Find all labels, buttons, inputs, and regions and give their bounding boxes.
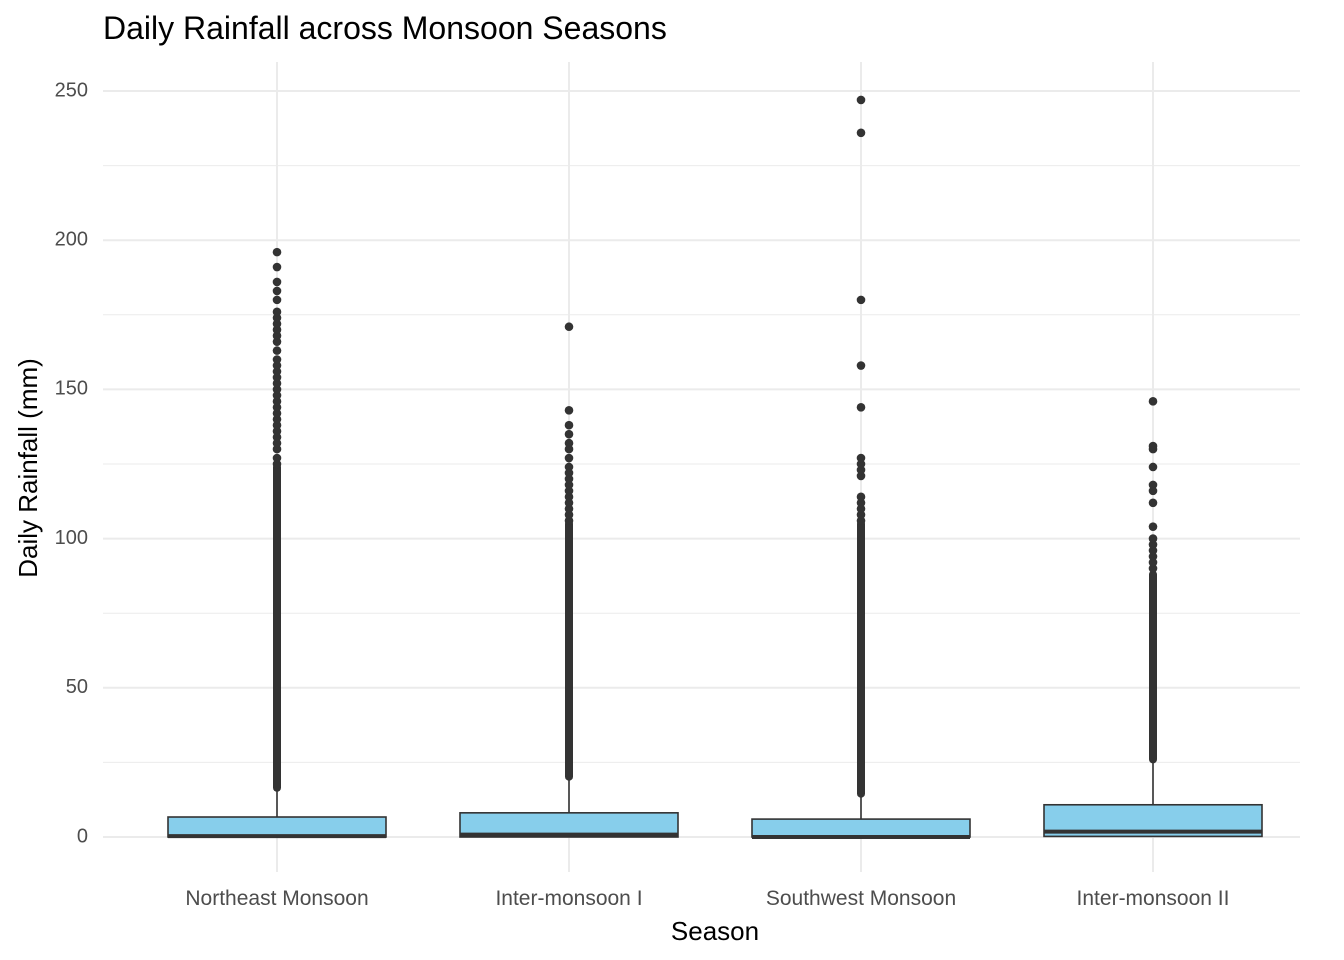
outlier-point: [856, 504, 866, 514]
outlier-point: [1148, 441, 1158, 451]
y-axis-title: Daily Rainfall (mm): [13, 358, 43, 578]
outlier-point: [564, 468, 574, 478]
outlier-point: [272, 331, 282, 340]
outlier-point: [564, 480, 574, 490]
y-tick-label: 50: [66, 676, 88, 698]
outlier-point: [272, 379, 282, 388]
outlier-point: [1148, 540, 1158, 549]
outlier-point: [272, 403, 282, 412]
outlier-point: [1148, 546, 1158, 555]
x-tick-label: Northeast Monsoon: [185, 887, 368, 910]
outlier-point: [564, 453, 574, 463]
outlier-point: [272, 325, 282, 335]
outlier-point: [564, 498, 574, 508]
boxes: [167, 95, 1263, 839]
y-axis-ticks: 0 50 100 150 200 250: [55, 79, 88, 847]
outlier-point: [1148, 564, 1158, 573]
outlier-point: [856, 453, 866, 463]
outlier-point: [856, 510, 866, 520]
outlier-point: [272, 313, 282, 323]
outlier-point: [856, 471, 866, 481]
outlier-point: [1148, 397, 1158, 406]
outlier-point: [1148, 486, 1158, 496]
outlier-point: [564, 405, 574, 415]
outlier-point: [272, 373, 282, 382]
outlier-point: [272, 319, 282, 329]
outlier-point: [856, 295, 866, 305]
outlier-point: [272, 385, 282, 394]
box-4: [1043, 397, 1263, 838]
outlier-point: [564, 438, 574, 448]
outlier-point: [564, 510, 574, 520]
outlier-point: [272, 346, 282, 355]
y-tick-label: 200: [55, 228, 88, 250]
y-tick-label: 100: [55, 527, 88, 549]
outlier-point: [272, 453, 282, 463]
outlier-point: [272, 438, 282, 448]
outlier-point: [272, 355, 282, 364]
outlier-point: [272, 420, 282, 430]
outlier-point: [1148, 480, 1158, 490]
outlier-point: [272, 459, 282, 469]
outlier-point: [1148, 522, 1158, 531]
outlier-point: [272, 286, 282, 296]
outlier-point: [272, 414, 282, 424]
outlier-point: [564, 474, 574, 484]
y-tick-label: 0: [77, 825, 88, 847]
outlier-point: [564, 504, 574, 514]
outlier-point: [272, 391, 282, 400]
outlier-point: [564, 444, 574, 454]
outlier-point: [856, 459, 866, 469]
x-axis-ticks: Northeast Monsoon Inter-monsoon I Southwes…: [185, 887, 1229, 910]
box-3: [751, 95, 971, 839]
outlier-point: [564, 462, 574, 472]
outlier-point: [564, 516, 574, 525]
box-1: [167, 247, 387, 839]
outlier-point: [564, 420, 574, 430]
outlier-point: [1148, 462, 1158, 472]
outlier-point: [272, 247, 282, 257]
y-tick-label: 150: [55, 378, 88, 400]
x-tick-label: Southwest Monsoon: [766, 887, 956, 910]
box-iqr: [167, 816, 387, 838]
outlier-point: [856, 492, 866, 502]
outlier-point: [272, 367, 282, 376]
outlier-point: [272, 444, 282, 454]
chart-title: Daily Rainfall across Monsoon Seasons: [103, 10, 667, 46]
outlier-point: [856, 516, 866, 525]
y-tick-label: 250: [55, 79, 88, 101]
outlier-point: [856, 361, 866, 370]
outlier-point: [564, 486, 574, 496]
outlier-point: [272, 432, 282, 442]
outlier-point: [856, 403, 866, 412]
outlier-point: [272, 277, 282, 287]
x-tick-label: Inter-monsoon I: [495, 887, 642, 910]
box-iqr: [751, 818, 971, 838]
outlier-point: [272, 295, 282, 305]
grid-lines: [103, 62, 1300, 872]
outlier-point: [272, 307, 282, 317]
x-axis-title: Season: [671, 916, 759, 946]
outlier-point: [272, 426, 282, 436]
outlier-point: [1148, 552, 1158, 561]
outlier-point: [272, 397, 282, 406]
outlier-point: [1148, 498, 1158, 508]
x-tick-label: Inter-monsoon II: [1077, 887, 1230, 910]
outlier-point: [272, 408, 282, 418]
outlier-point: [856, 128, 866, 138]
box-2: [459, 322, 679, 838]
outlier-point: [856, 498, 866, 508]
outlier-point: [564, 322, 574, 332]
outlier-point: [856, 95, 866, 105]
outlier-point: [564, 492, 574, 502]
outlier-point: [272, 337, 282, 346]
outlier-point: [272, 262, 282, 272]
outlier-point: [856, 465, 866, 475]
outlier-point: [1148, 534, 1158, 543]
outlier-point: [564, 429, 574, 439]
outlier-point: [1148, 558, 1158, 567]
outlier-point: [272, 361, 282, 370]
